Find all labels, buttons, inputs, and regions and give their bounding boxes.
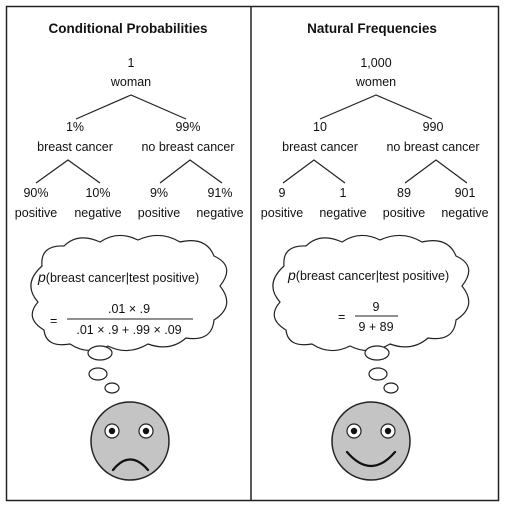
left-mid-1-value: 1%	[66, 120, 84, 134]
right-mid-2-value: 990	[423, 120, 444, 134]
left-leaf-4-label: negative	[196, 206, 243, 220]
outer-frame	[5, 5, 500, 502]
left-mid-2-label: no breast cancer	[141, 140, 234, 154]
right-formula-p: p	[287, 267, 296, 283]
happy-face-right-pupil	[384, 427, 392, 435]
sad-face-frown	[111, 458, 150, 472]
right-mid-2-label: no breast cancer	[386, 140, 479, 154]
left-thought-bubble-small	[104, 382, 120, 394]
happy-face-left-pupil	[350, 427, 358, 435]
right-panel-title: Natural Frequencies	[307, 21, 437, 36]
right-leaf-2-value: 1	[340, 186, 347, 200]
left-root-count: 1	[128, 56, 135, 70]
right-tree: 1,000 women 10 breast cancer 990 no brea…	[261, 56, 489, 220]
left-formula-numerator: .01 × .9	[108, 302, 150, 316]
sad-face-head	[90, 401, 170, 481]
right-formula-expression: p(breast cancer|test positive)	[287, 267, 449, 283]
left-leaf-4-value: 91%	[207, 186, 232, 200]
right-leaf-3-label: positive	[383, 206, 425, 220]
right-formula-denominator: 9 + 89	[358, 320, 393, 334]
left-root-branches	[75, 94, 187, 120]
left-cloud-outline	[30, 234, 228, 352]
right-root-count: 1,000	[360, 56, 391, 70]
left-leaf-3-label: positive	[138, 206, 180, 220]
happy-face-head	[331, 401, 411, 481]
left-formula-condition: (breast cancer|test positive)	[46, 271, 199, 285]
right-root-branches	[319, 94, 433, 120]
right-mid-1-label: breast cancer	[282, 140, 358, 154]
left-mid-1-label: breast cancer	[37, 140, 113, 154]
right-leaf-4-label: negative	[441, 206, 488, 220]
right-leaf-3-value: 89	[397, 186, 411, 200]
sad-face-left-pupil	[108, 427, 116, 435]
happy-face-icon	[331, 401, 411, 481]
right-thought-bubble-large	[364, 345, 390, 361]
right-branches-no-cancer	[404, 159, 468, 184]
left-thought-cloud: p(breast cancer|test positive) = .01 × .…	[30, 234, 228, 394]
left-thought-bubble-large	[87, 345, 113, 361]
right-leaf-1-value: 9	[279, 186, 286, 200]
left-panel: Conditional Probabilities 1 woman 1% bre…	[15, 21, 244, 481]
right-formula-numerator: 9	[373, 300, 380, 314]
left-tree: 1 woman 1% breast cancer 99% no breast c…	[15, 56, 244, 220]
right-branches-cancer	[282, 159, 346, 184]
right-leaf-4-value: 901	[455, 186, 476, 200]
left-root-label: woman	[110, 75, 151, 89]
right-thought-bubble-small	[383, 382, 399, 394]
right-formula-condition: (breast cancer|test positive)	[296, 269, 449, 283]
right-mid-1-value: 10	[313, 120, 327, 134]
sad-face-right-pupil	[142, 427, 150, 435]
left-formula-equals: =	[50, 314, 57, 328]
left-leaf-2-label: negative	[74, 206, 121, 220]
left-leaf-2-value: 10%	[85, 186, 110, 200]
right-cloud-outline	[272, 234, 470, 352]
sad-face-icon	[90, 401, 170, 481]
right-formula-equals: =	[338, 310, 345, 324]
happy-face-smile	[345, 450, 397, 467]
left-mid-2-value: 99%	[175, 120, 200, 134]
left-panel-title: Conditional Probabilities	[48, 21, 207, 36]
right-root-label: women	[355, 75, 396, 89]
right-leaf-1-label: positive	[261, 206, 303, 220]
left-branches-cancer	[35, 159, 101, 184]
left-formula-p: p	[37, 269, 46, 285]
left-leaf-1-label: positive	[15, 206, 57, 220]
right-panel: Natural Frequencies 1,000 women 10 breas…	[261, 21, 489, 481]
right-thought-bubble-medium	[368, 367, 388, 381]
left-formula-expression: p(breast cancer|test positive)	[37, 269, 199, 285]
right-thought-cloud: p(breast cancer|test positive) = 9 9 + 8…	[272, 234, 470, 394]
left-leaf-1-value: 90%	[23, 186, 48, 200]
left-thought-bubble-medium	[88, 367, 108, 381]
left-branches-no-cancer	[159, 159, 223, 184]
left-leaf-3-value: 9%	[150, 186, 168, 200]
right-leaf-2-label: negative	[319, 206, 366, 220]
left-formula-denominator: .01 × .9 + .99 × .09	[76, 323, 181, 337]
